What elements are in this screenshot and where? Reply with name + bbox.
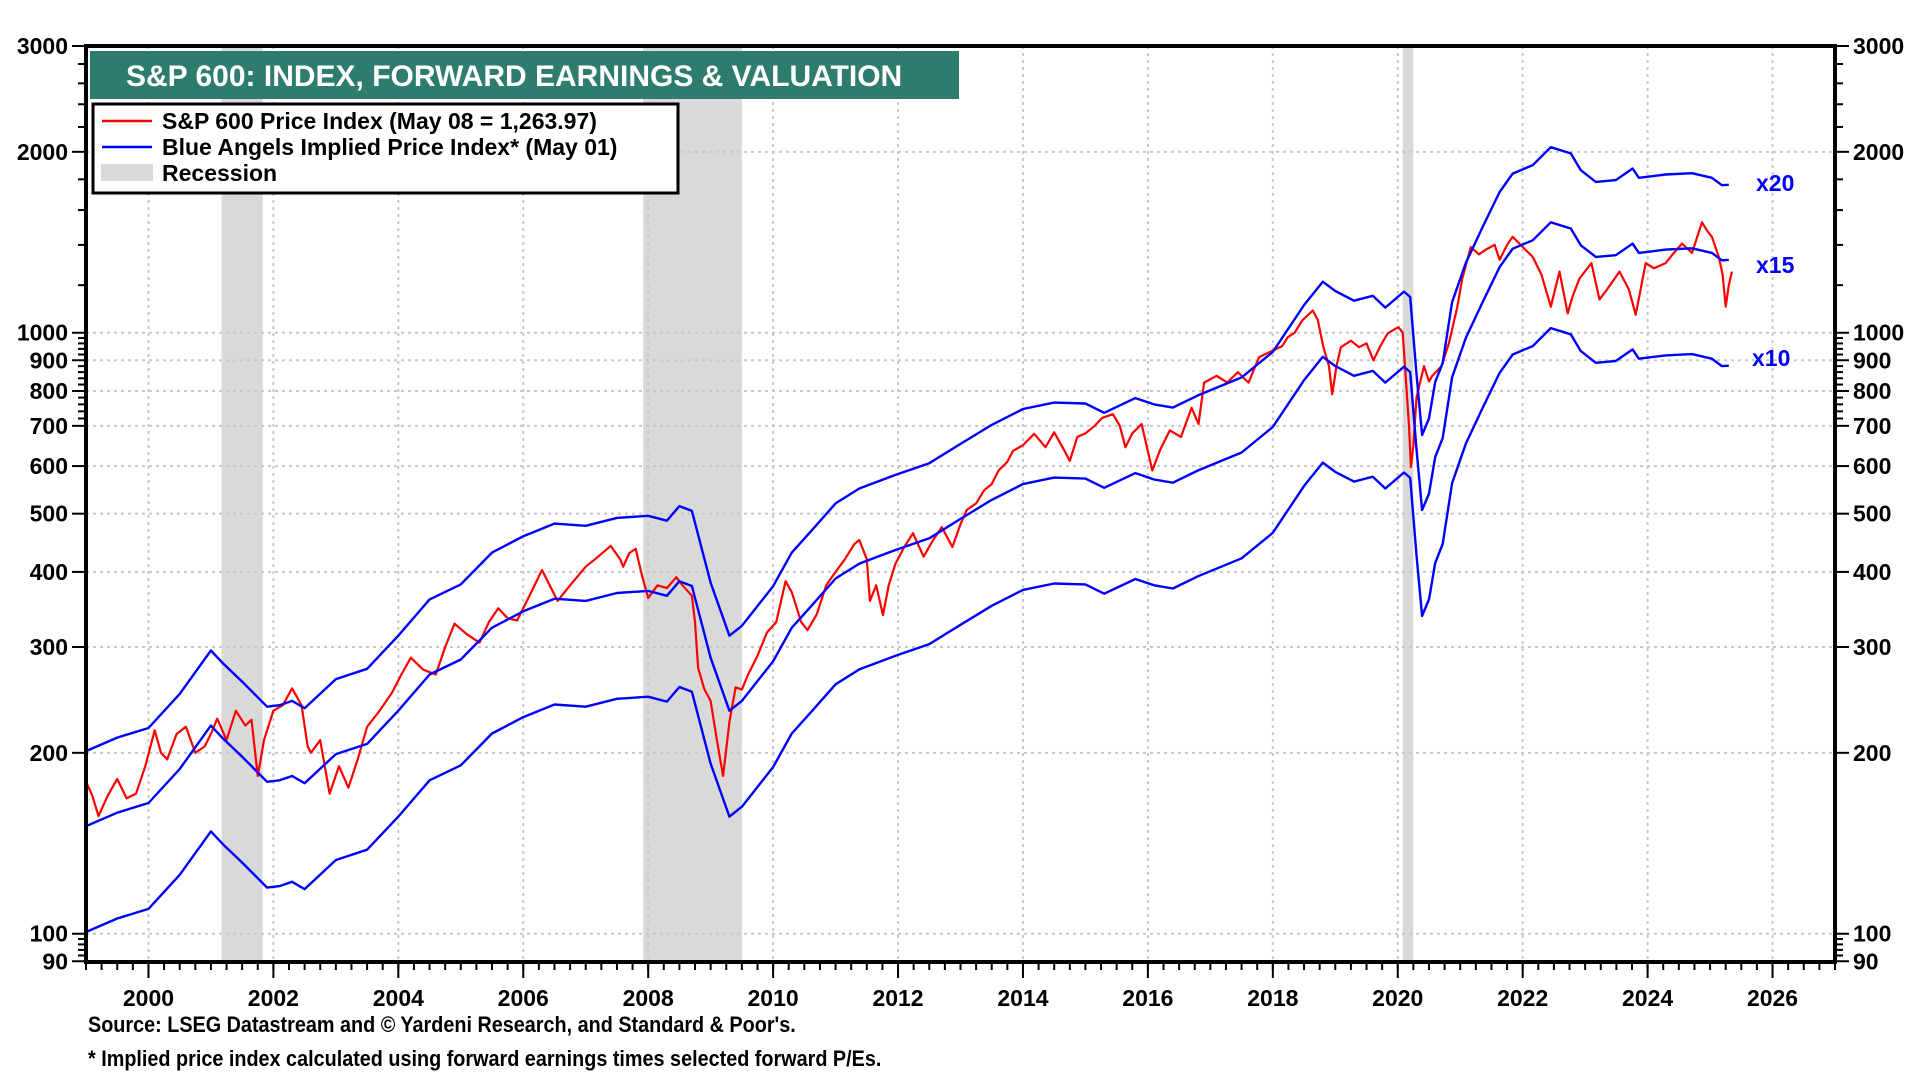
x-tick-label: 2000: [123, 985, 174, 1011]
y-tick-label-left: 200: [30, 740, 68, 766]
x-tick-label: 2008: [623, 985, 674, 1011]
title-banner-background: [90, 51, 959, 99]
y-tick-label-left: 600: [30, 453, 68, 479]
source-note: Source: LSEG Datastream and © Yardeni Re…: [88, 1012, 796, 1037]
y-tick-label-left: 90: [42, 948, 68, 974]
x-tick-label: 2016: [1122, 985, 1173, 1011]
y-tick-label-left: 1000: [17, 320, 68, 346]
annotation-x20: x20: [1756, 170, 1794, 196]
y-tick-label-right: 400: [1853, 559, 1891, 585]
x-tick-label: 2024: [1622, 985, 1673, 1011]
y-tick-label-left: 100: [30, 921, 68, 947]
implied-price-line-x20: [85, 146, 1729, 753]
y-tick-label-left: 900: [30, 347, 68, 373]
x-tick-label: 2006: [498, 985, 549, 1011]
x-tick-label: 2002: [248, 985, 299, 1011]
footnote: * Implied price index calculated using f…: [88, 1046, 882, 1071]
x-tick-label: 2014: [997, 985, 1048, 1011]
price-index-line: [85, 221, 1733, 818]
y-tick-label-right: 700: [1853, 413, 1891, 439]
y-tick-label-right: 90: [1853, 948, 1879, 974]
legend: S&P 600 Price Index (May 08 = 1,263.97) …: [91, 102, 680, 195]
y-tick-label-right: 500: [1853, 501, 1891, 527]
x-tick-label: 2018: [1247, 985, 1298, 1011]
y-tick-label-right: 300: [1853, 634, 1891, 660]
y-tick-label-left: 700: [30, 413, 68, 439]
y-tick-label-right: 3000: [1853, 33, 1904, 59]
y-tick-label-right: 200: [1853, 740, 1891, 766]
implied-price-line-x15: [85, 221, 1729, 828]
y-tick-label-left: 400: [30, 559, 68, 585]
y-tick-label-right: 800: [1853, 378, 1891, 404]
recession-band: [643, 46, 742, 962]
legend-label-implied: Blue Angels Implied Price Index* (May 01…: [162, 134, 617, 160]
legend-swatch-recession: [101, 164, 153, 181]
y-tick-label-left: 500: [30, 501, 68, 527]
legend-label-price: S&P 600 Price Index (May 08 = 1,263.97): [162, 108, 597, 134]
recession-band: [221, 46, 263, 962]
chart-title: S&P 600: INDEX, FORWARD EARNINGS & VALUA…: [126, 60, 902, 93]
y-tick-label-right: 1000: [1853, 320, 1904, 346]
annotation-x10: x10: [1752, 345, 1790, 371]
y-tick-label-right: 900: [1853, 347, 1891, 373]
y-tick-label-left: 800: [30, 378, 68, 404]
gridlines: [86, 46, 1835, 962]
x-tick-label: 2022: [1497, 985, 1548, 1011]
series-lines: [85, 146, 1733, 934]
x-tick-label: 2004: [373, 985, 424, 1011]
y-tick-label-right: 600: [1853, 453, 1891, 479]
x-tick-label: 2020: [1372, 985, 1423, 1011]
implied-price-line-x10: [85, 326, 1729, 934]
x-tick-label: 2026: [1747, 985, 1798, 1011]
x-tick-label: 2012: [872, 985, 923, 1011]
title-banner: S&P 600: INDEX, FORWARD EARNINGS & VALUA…: [90, 51, 959, 99]
y-tick-label-right: 2000: [1853, 139, 1904, 165]
annotation-x15: x15: [1756, 252, 1795, 278]
y-tick-label-right: 100: [1853, 921, 1891, 947]
legend-box: [91, 102, 680, 195]
y-tick-label-left: 3000: [17, 33, 68, 59]
y-tick-label-left: 300: [30, 634, 68, 660]
y-tick-label-left: 2000: [17, 139, 68, 165]
legend-label-recession: Recession: [162, 160, 277, 186]
recession-bands: [221, 46, 1414, 962]
recession-band: [1402, 46, 1414, 962]
x-tick-label: 2010: [748, 985, 799, 1011]
